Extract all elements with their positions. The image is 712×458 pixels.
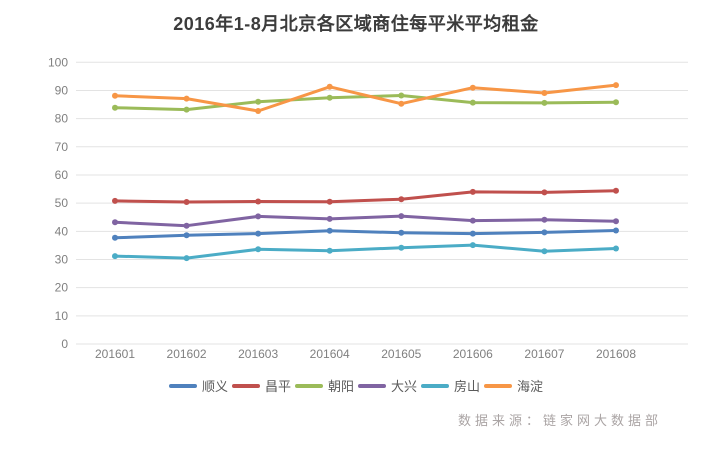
data-point-daxing — [326, 215, 333, 222]
x-tick-label: 201607 — [524, 347, 564, 361]
source-note: 数据来源：链家网大数据部 — [457, 413, 662, 428]
data-point-haidian — [541, 90, 548, 96]
data-point-haidian — [469, 84, 476, 91]
data-point-daxing — [398, 213, 405, 220]
legend-item-shunyi[interactable]: 顺义 — [168, 376, 228, 395]
data-point-shunyi — [255, 230, 262, 237]
y-tick-label: 40 — [55, 224, 69, 238]
legend-label: 朝阳 — [327, 379, 354, 394]
series-line-shunyi — [113, 229, 618, 240]
x-tick-label: 201608 — [596, 347, 636, 361]
legend-item-haidian[interactable]: 海淀 — [484, 376, 543, 395]
x-tick-label: 201603 — [238, 347, 278, 361]
x-tick-label: 201606 — [453, 347, 493, 361]
data-point-chaoyang — [541, 99, 548, 106]
series-line-fangshan — [113, 243, 618, 260]
y-tick-label: 70 — [55, 140, 69, 154]
legend-item-fangshan[interactable]: 房山 — [421, 376, 480, 395]
data-point-daxing — [183, 222, 190, 229]
chart-legend: 顺义 昌平 朝阳 大兴 房山 海淀 — [0, 376, 712, 395]
data-point-haidian — [326, 83, 333, 90]
y-tick-label: 30 — [55, 252, 69, 266]
data-point-haidian — [612, 82, 619, 89]
data-point-changping — [183, 199, 190, 205]
data-point-changping — [612, 187, 619, 194]
data-point-changping — [326, 198, 333, 205]
data-point-shunyi — [398, 229, 405, 236]
data-point-shunyi — [541, 229, 548, 236]
y-tick-label: 10 — [55, 309, 69, 323]
data-point-daxing — [541, 216, 548, 223]
series-line-chaoyang — [113, 94, 618, 112]
legend-line-swatch — [231, 383, 260, 388]
data-point-chaoyang — [612, 99, 619, 106]
legend-line-swatch — [421, 383, 450, 388]
y-tick-label: 20 — [55, 281, 69, 295]
data-point-chaoyang — [112, 104, 118, 111]
data-point-daxing — [255, 213, 262, 220]
legend-label: 大兴 — [391, 379, 418, 394]
data-point-shunyi — [612, 227, 619, 234]
data-point-shunyi — [112, 234, 118, 241]
y-tick-label: 50 — [55, 196, 69, 210]
data-point-chaoyang — [183, 106, 190, 113]
legend-item-changping[interactable]: 昌平 — [231, 376, 291, 395]
data-point-fangshan — [541, 248, 548, 255]
data-point-changping — [541, 189, 548, 196]
x-tick-label: 201602 — [167, 347, 207, 361]
data-point-chaoyang — [326, 94, 333, 101]
data-point-haidian — [112, 92, 118, 99]
data-point-fangshan — [469, 242, 476, 249]
data-point-changping — [469, 188, 476, 195]
data-point-daxing — [612, 218, 619, 225]
data-point-shunyi — [469, 230, 476, 237]
data-point-fangshan — [326, 247, 333, 254]
data-point-fangshan — [255, 246, 262, 253]
y-tick-label: 80 — [55, 112, 69, 126]
data-point-changping — [255, 198, 262, 205]
data-point-haidian — [183, 95, 190, 102]
y-tick-label: 90 — [55, 83, 69, 97]
data-point-shunyi — [326, 227, 333, 234]
data-point-changping — [398, 196, 405, 203]
data-point-haidian — [398, 100, 405, 107]
legend-item-chaoyang[interactable]: 朝阳 — [294, 376, 354, 395]
data-point-chaoyang — [255, 98, 262, 105]
data-point-chaoyang — [398, 92, 405, 99]
legend-label: 海淀 — [517, 379, 544, 394]
x-tick-label: 201605 — [381, 347, 421, 361]
data-point-daxing — [469, 217, 476, 224]
y-tick-label: 60 — [55, 168, 69, 182]
legend-label: 房山 — [454, 379, 481, 394]
legend-line-swatch — [484, 383, 513, 388]
data-point-fangshan — [112, 253, 118, 260]
legend-item-daxing[interactable]: 大兴 — [358, 376, 417, 395]
data-point-fangshan — [183, 255, 190, 262]
x-tick-label: 201601 — [95, 347, 135, 361]
chart-title: 2016年1-8月北京各区域商住每平米平均租金 — [173, 14, 539, 34]
legend-label: 昌平 — [264, 379, 291, 394]
data-point-changping — [112, 197, 118, 204]
legend-line-swatch — [358, 383, 386, 388]
x-tick-label: 201604 — [310, 347, 350, 361]
data-point-daxing — [112, 219, 118, 226]
legend-line-swatch — [294, 383, 323, 388]
data-point-fangshan — [398, 244, 405, 251]
data-point-haidian — [255, 108, 262, 114]
series-line-haidian — [113, 83, 618, 113]
series-line-changping — [113, 189, 618, 204]
y-tick-label: 100 — [48, 55, 68, 69]
series-line-daxing — [113, 214, 618, 228]
legend-line-swatch — [168, 383, 197, 388]
data-point-shunyi — [183, 232, 190, 239]
y-tick-label: 0 — [61, 337, 68, 351]
data-point-fangshan — [612, 245, 619, 252]
data-point-chaoyang — [469, 99, 476, 106]
legend-label: 顺义 — [201, 379, 228, 394]
